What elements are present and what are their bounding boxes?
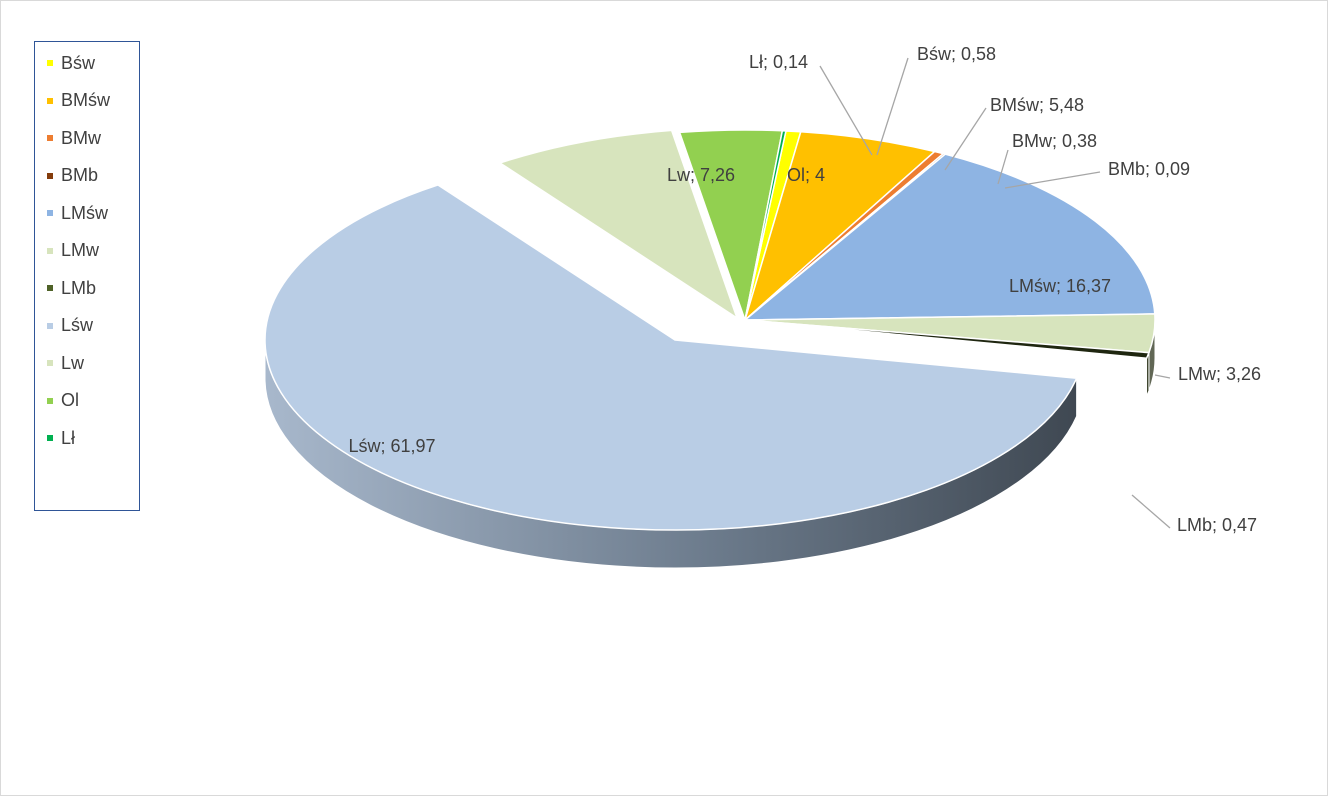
data-label-lmw: LMw; 3,26	[1178, 364, 1261, 384]
data-label-lmsw: LMśw; 16,37	[1009, 276, 1111, 296]
data-label-lw: Lw; 7,26	[667, 165, 735, 185]
data-label-bmsw: BMśw; 5,48	[990, 95, 1084, 115]
pie-slice-lmw	[745, 314, 1155, 353]
data-label-bsw: Bśw; 0,58	[917, 44, 996, 64]
data-label-bmb: BMb; 0,09	[1108, 159, 1190, 179]
data-label-lmb: LMb; 0,47	[1177, 515, 1257, 535]
data-label-ll: Lł; 0,14	[749, 52, 808, 72]
leader-line-lmw	[1155, 375, 1170, 378]
leader-line-bsw	[877, 58, 908, 155]
data-label-lsw: Lśw; 61,97	[348, 436, 435, 456]
data-label-bmw: BMw; 0,38	[1012, 131, 1097, 151]
data-label-ol: Ol; 4	[787, 165, 825, 185]
pie-side-lmb	[1147, 353, 1149, 397]
leader-line-lmb	[1132, 495, 1170, 528]
